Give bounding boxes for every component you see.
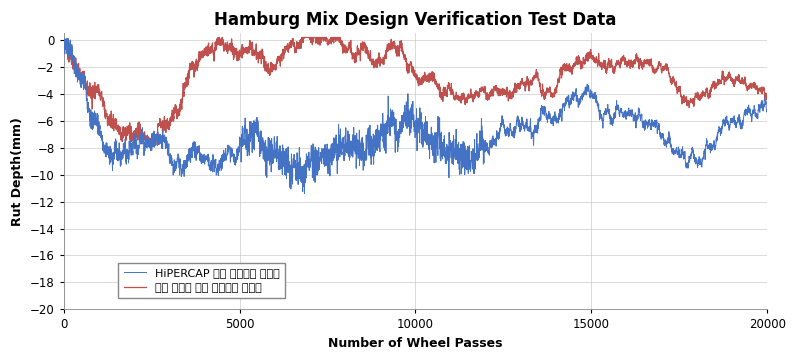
HiPERCAP 중온 아스팔트 혼합물 [198, 158, 208, 163]
HiPERCAP 중온 아스팔트 혼합물 [158, 129, 167, 133]
가열 고분자 개질 아스팔트 혼합물 [158, 118, 167, 123]
HiPERCAP 중온 아스팔트 혼합물 [763, 111, 772, 116]
Line: HiPERCAP 중온 아스팔트 혼합물: HiPERCAP 중온 아스팔트 혼합물 [64, 39, 768, 193]
HiPERCAP 중온 아스팔트 혼합물 [59, 38, 69, 42]
가열 고분자 개질 아스팔트 혼합물 [59, 38, 69, 42]
가열 고분자 개질 아스팔트 혼합물 [763, 95, 772, 99]
HiPERCAP 중온 아스팔트 혼합물 [413, 130, 422, 134]
HiPERCAP 중온 아스팔트 혼합물 [538, 110, 548, 114]
가열 고분자 개질 아스팔트 혼합물 [413, 81, 422, 85]
가열 고분자 개질 아스팔트 혼합물 [198, 52, 208, 57]
가열 고분자 개질 아스팔트 혼합물 [538, 89, 548, 93]
HiPERCAP 중온 아스팔트 혼합물 [367, 162, 376, 166]
Legend: HiPERCAP 중온 아스팔트 혼합물, 가열 고분자 개질 아스팔트 혼합물: HiPERCAP 중온 아스팔트 혼합물, 가열 고분자 개질 아스팔트 혼합물 [119, 263, 285, 298]
Line: 가열 고분자 개질 아스팔트 혼합물: 가열 고분자 개질 아스팔트 혼합물 [64, 38, 768, 149]
Y-axis label: Rut Depth(mm): Rut Depth(mm) [11, 117, 24, 226]
HiPERCAP 중온 아스팔트 혼합물 [300, 191, 309, 196]
HiPERCAP 중온 아스팔트 혼합물 [61, 37, 70, 41]
가열 고분자 개질 아스팔트 혼합물 [146, 147, 155, 151]
가열 고분자 개질 아스팔트 혼합물 [367, 57, 376, 62]
Title: Hamburg Mix Design Verification Test Data: Hamburg Mix Design Verification Test Dat… [214, 11, 617, 29]
HiPERCAP 중온 아스팔트 혼합물 [359, 151, 368, 155]
가열 고분자 개질 아스팔트 혼합물 [359, 44, 368, 48]
가열 고분자 개질 아스팔트 혼합물 [214, 35, 223, 40]
X-axis label: Number of Wheel Passes: Number of Wheel Passes [328, 337, 503, 350]
